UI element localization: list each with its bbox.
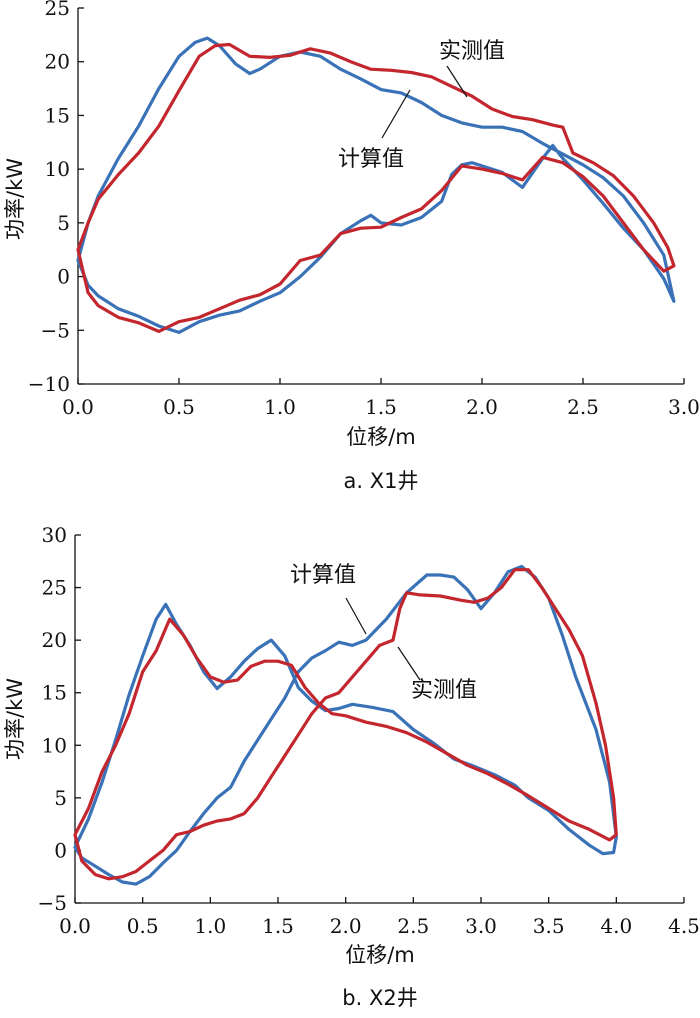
x-tick-label: 4.0 [600,914,632,938]
y-tick-label: 10 [42,733,67,757]
x-tick-label: 1.5 [365,395,397,419]
chart-caption: b. X2井 [342,986,417,1010]
series-group [73,564,618,886]
chart-x1-well: −10 −5 0 5 10 15 20 25 0.0 0.5 1.0 1.5 2.0 2.5 3.0 功率… [3,0,700,493]
tick-marks [77,7,685,385]
x-tick-label: 2.0 [330,914,362,938]
y-tick-label: 25 [42,576,67,600]
x-tick-label: 2.0 [466,395,498,419]
y-tick-label: 30 [42,523,67,547]
x-tick-labels: 0.0 0.5 1.0 1.5 2.0 2.5 3.0 3.5 4.0 4.5 [59,914,700,938]
annotation-measured: 实测值 [439,39,505,64]
x-tick-label: 3.0 [668,395,700,419]
series-line-measured [73,568,618,881]
x-tick-label: 0.0 [62,395,94,419]
x-tick-labels: 0.0 0.5 1.0 1.5 2.0 2.5 3.0 [62,395,700,419]
x-tick-label: 2.5 [567,395,599,419]
annotation-measured-leader [446,65,468,98]
y-axis-label: 功率/kW [3,678,27,760]
y-tick-label: 10 [45,157,70,181]
y-tick-label: 25 [45,0,70,20]
y-axis-label: 功率/kW [3,158,27,240]
x-tick-label: 0.5 [127,914,159,938]
x-tick-label: 2.5 [397,914,429,938]
x-tick-label: 4.5 [668,914,700,938]
x-tick-label: 1.0 [264,395,296,419]
y-tick-label: 20 [45,50,70,74]
y-tick-label: 15 [42,681,67,705]
y-tick-label: 5 [57,211,70,235]
x-tick-label: 0.0 [59,914,91,938]
x-tick-label: 3.5 [533,914,565,938]
y-tick-label: 5 [54,786,67,810]
annotation-measured-leader [397,646,421,681]
x-axis-label: 位移/m [346,425,416,449]
x-tick-label: 1.0 [194,914,226,938]
annotation-calculated: 计算值 [338,147,404,172]
y-tick-label: 0 [57,265,70,289]
y-tick-label: −5 [41,318,70,342]
x-tick-label: 0.5 [163,395,195,419]
y-tick-labels: −10 −5 0 5 10 15 20 25 [28,0,70,396]
x-tick-label: 3.0 [465,914,497,938]
x-tick-label: 1.5 [262,914,294,938]
series-group [76,36,676,334]
y-tick-label: 15 [45,103,70,127]
y-tick-label: −5 [38,891,67,915]
annotation-calculated-leader [345,597,367,635]
chart-caption: a. X1井 [344,469,419,493]
series-line-measured [76,42,676,333]
y-tick-label: −10 [28,372,70,396]
x-axis-label: 位移/m [345,943,415,967]
chart-x2-well: −5 0 5 10 15 20 25 30 0.0 0.5 1.0 1.5 2.0 2.5 3.0 3.5 4… [3,523,700,1010]
annotation-measured: 实测值 [411,678,477,703]
y-tick-label: 0 [54,838,67,862]
series-line-calculated [76,36,676,334]
y-tick-label: 20 [42,628,67,652]
annotation-calculated-leader [381,89,411,139]
y-tick-labels: −5 0 5 10 15 20 25 30 [38,523,67,915]
series-line-calculated [73,564,618,886]
annotation-calculated: 计算值 [290,563,356,588]
